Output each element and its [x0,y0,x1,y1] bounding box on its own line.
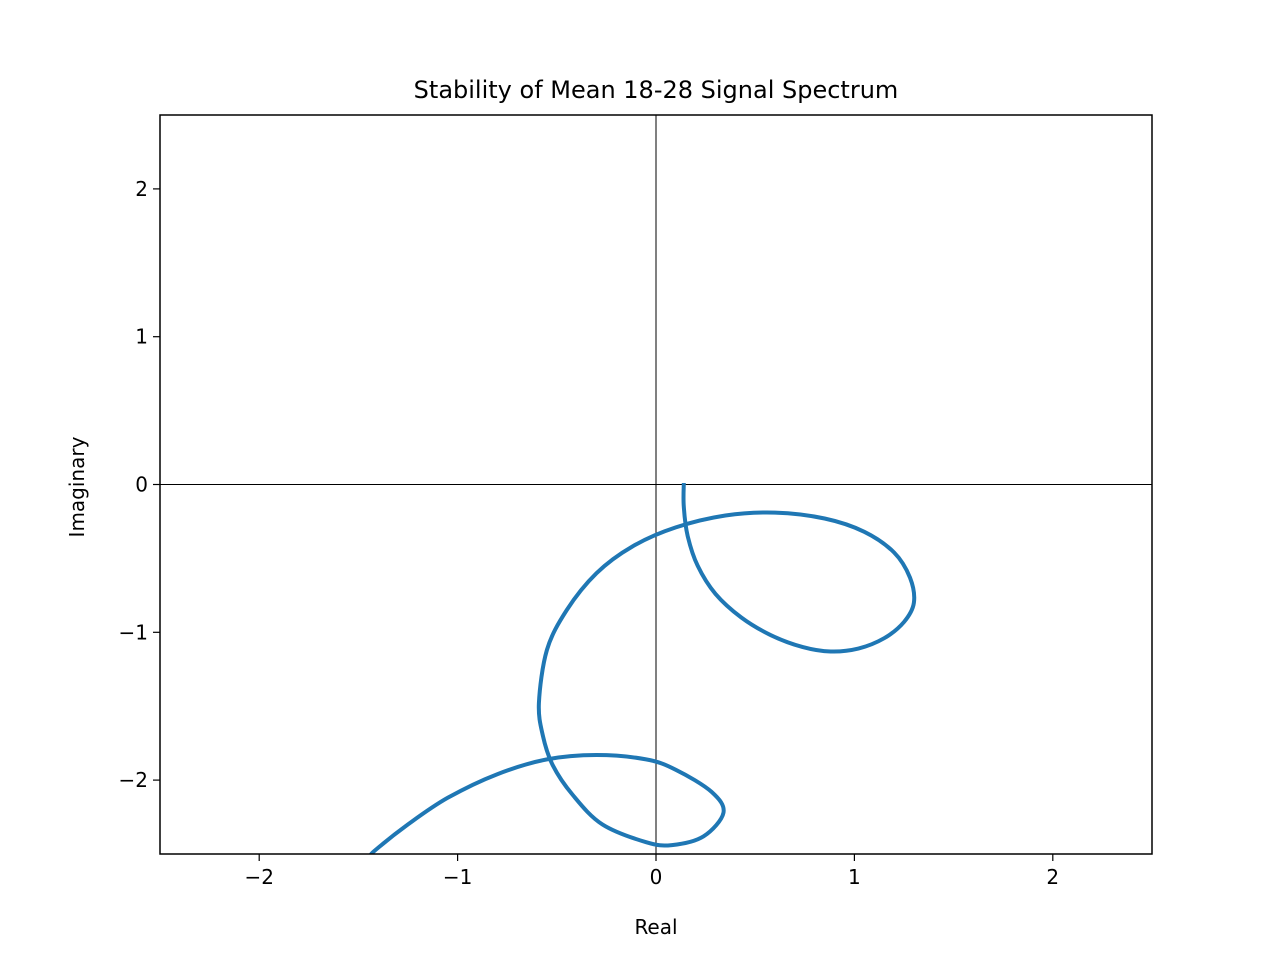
y-axis-label: Imaginary [65,436,89,537]
x-axis-label: Real [634,915,677,939]
x-tick-label: 2 [1046,865,1059,889]
y-tick-label: 2 [135,177,148,201]
x-tick-label: −1 [443,865,472,889]
y-tick-label: 0 [135,473,148,497]
y-tick-label: −1 [119,620,148,644]
x-tick-label: 1 [848,865,861,889]
y-tick-label: 1 [135,325,148,349]
series-layer [368,482,917,854]
x-tick-label: −2 [244,865,273,889]
x-tick-label: 0 [650,865,663,889]
y-axis: −2 −1 0 1 2 [119,177,160,792]
x-axis: −2 −1 0 1 2 [244,854,1059,889]
y-tick-label: −2 [119,768,148,792]
series-line [368,482,917,854]
reference-lines [160,115,1152,854]
chart-title: Stability of Mean 18-28 Signal Spectrum [414,76,899,104]
